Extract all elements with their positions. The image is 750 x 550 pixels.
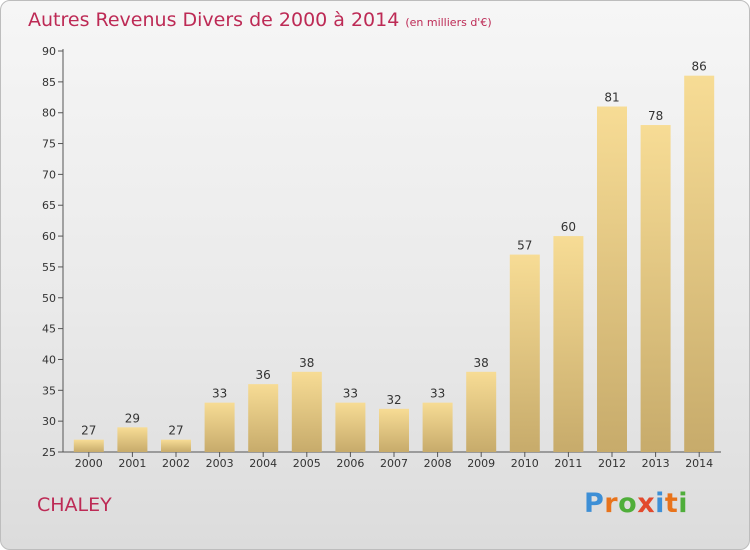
data-label: 60 [561, 220, 576, 234]
logo-letter: i [678, 488, 689, 519]
bar [248, 384, 279, 452]
x-tick-label: 2011 [554, 457, 582, 470]
bar [204, 402, 235, 452]
data-label: 27 [81, 424, 96, 438]
y-tick-label: 50 [42, 292, 56, 305]
x-tick-label: 2001 [118, 457, 146, 470]
y-tick-label: 75 [42, 138, 56, 151]
logo-letter: t [664, 488, 679, 519]
data-label: 33 [430, 387, 445, 401]
data-label: 81 [604, 91, 619, 105]
x-tick-label: 2014 [685, 457, 713, 470]
data-label: 33 [343, 387, 358, 401]
bar [291, 371, 322, 452]
y-tick-label: 80 [42, 107, 56, 120]
bar [640, 125, 671, 453]
x-tick-label: 2002 [162, 457, 190, 470]
y-tick-label: 25 [42, 446, 56, 459]
chart-title-block: Autres Revenus Divers de 2000 à 2014 (en … [28, 9, 492, 31]
y-tick-label: 65 [42, 199, 56, 212]
bar [73, 439, 104, 452]
chart-unit-note: (en milliers d'€) [405, 16, 492, 29]
chart-title: Autres Revenus Divers de 2000 à 2014 [28, 9, 400, 31]
logo-letter: o [618, 488, 638, 519]
bar [684, 75, 715, 452]
bar [553, 236, 584, 452]
bar [422, 402, 453, 452]
data-label: 57 [517, 239, 532, 253]
data-label: 38 [474, 356, 489, 370]
proxiti-logo: Proxiti [584, 488, 688, 519]
bar [509, 254, 540, 452]
bar [117, 427, 148, 452]
bar [379, 408, 409, 452]
bar [597, 106, 627, 453]
y-tick-label: 90 [42, 45, 56, 58]
data-label: 78 [648, 109, 663, 123]
data-label: 38 [299, 356, 314, 370]
bar [335, 402, 366, 452]
data-label: 86 [692, 60, 707, 74]
x-tick-label: 2007 [380, 457, 408, 470]
x-tick-label: 2004 [249, 457, 277, 470]
y-tick-label: 70 [42, 168, 56, 181]
x-tick-label: 2006 [336, 457, 364, 470]
x-tick-label: 2005 [293, 457, 321, 470]
logo-letter: P [584, 488, 605, 519]
x-tick-label: 2009 [467, 457, 495, 470]
data-label: 27 [168, 424, 183, 438]
x-tick-label: 2008 [424, 457, 452, 470]
x-tick-label: 2012 [598, 457, 626, 470]
bar [466, 371, 497, 452]
y-tick-label: 40 [42, 353, 56, 366]
logo-letter: x [637, 488, 656, 519]
y-tick-label: 85 [42, 76, 56, 89]
x-tick-label: 2000 [75, 457, 103, 470]
x-tick-label: 2013 [642, 457, 670, 470]
data-label: 32 [386, 393, 401, 407]
y-tick-label: 55 [42, 261, 56, 274]
y-tick-label: 30 [42, 415, 56, 428]
data-label: 33 [212, 387, 227, 401]
y-tick-label: 45 [42, 323, 56, 336]
city-name: CHALEY [37, 494, 112, 516]
logo-letter: i [655, 488, 665, 519]
bar [161, 439, 191, 452]
logo-letter: r [604, 488, 619, 519]
x-tick-label: 2003 [206, 457, 234, 470]
y-tick-label: 35 [42, 384, 56, 397]
x-tick-label: 2010 [511, 457, 539, 470]
data-label: 36 [256, 368, 271, 382]
data-label: 29 [125, 411, 140, 425]
y-tick-label: 60 [42, 230, 56, 243]
